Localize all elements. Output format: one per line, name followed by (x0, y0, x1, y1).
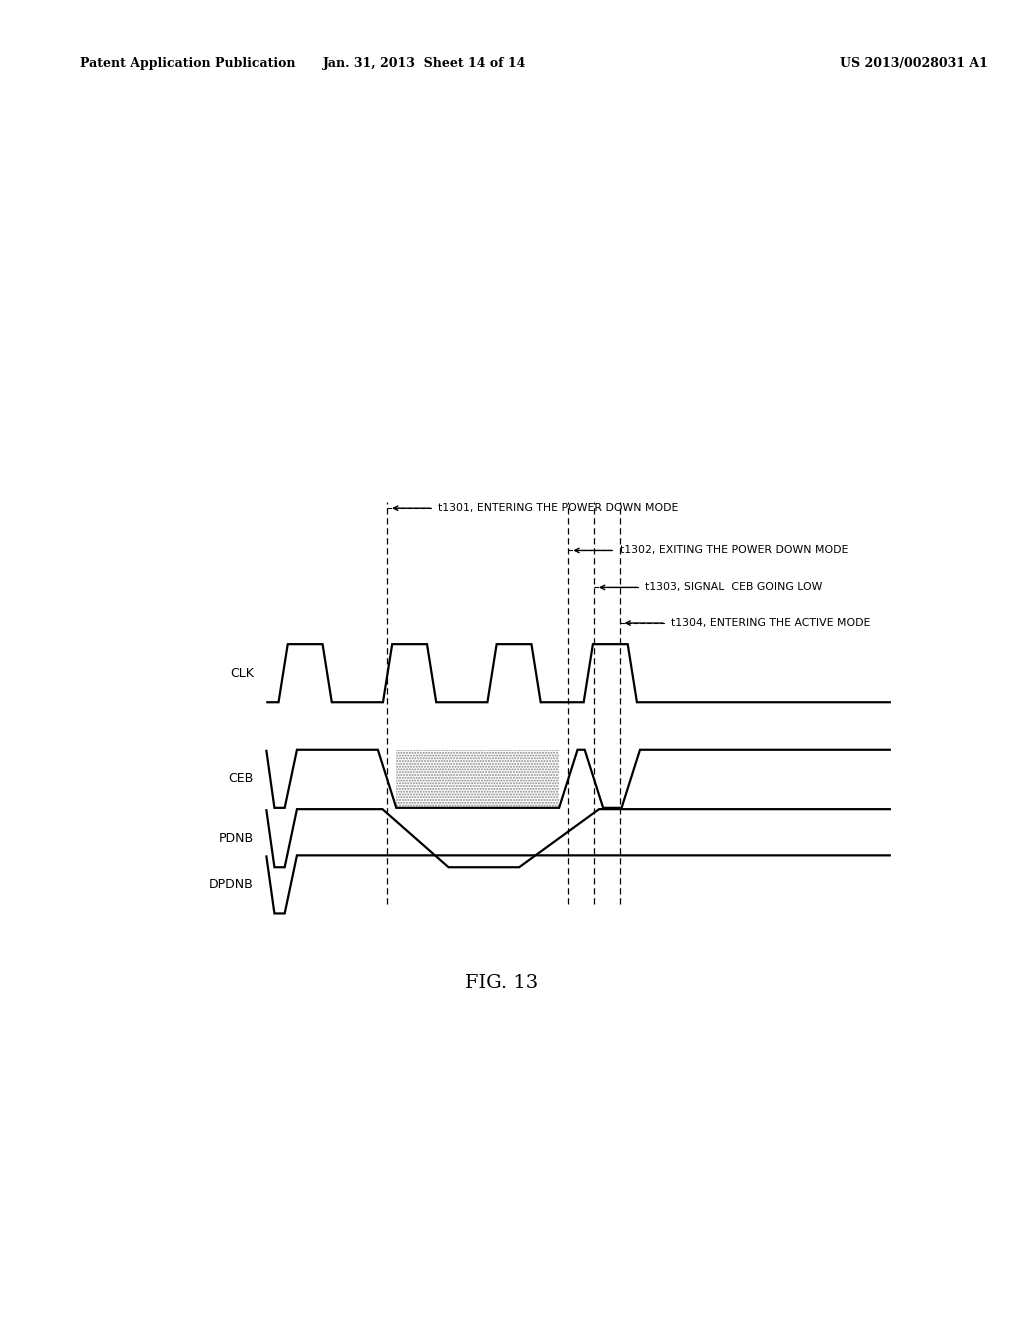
Text: Jan. 31, 2013  Sheet 14 of 14: Jan. 31, 2013 Sheet 14 of 14 (324, 57, 526, 70)
Text: FIG. 13: FIG. 13 (465, 974, 539, 993)
Text: CLK: CLK (230, 667, 254, 680)
Text: CEB: CEB (228, 772, 254, 785)
Text: t1301, ENTERING THE POWER DOWN MODE: t1301, ENTERING THE POWER DOWN MODE (438, 503, 679, 513)
Text: PDNB: PDNB (219, 832, 254, 845)
Text: t1302, EXITING THE POWER DOWN MODE: t1302, EXITING THE POWER DOWN MODE (620, 545, 848, 556)
Text: US 2013/0028031 A1: US 2013/0028031 A1 (840, 57, 987, 70)
Text: Patent Application Publication: Patent Application Publication (80, 57, 295, 70)
Text: t1304, ENTERING THE ACTIVE MODE: t1304, ENTERING THE ACTIVE MODE (671, 618, 870, 628)
Text: DPDNB: DPDNB (209, 878, 254, 891)
Text: t1303, SIGNAL  CEB GOING LOW: t1303, SIGNAL CEB GOING LOW (645, 582, 822, 593)
Bar (396, 750, 559, 808)
